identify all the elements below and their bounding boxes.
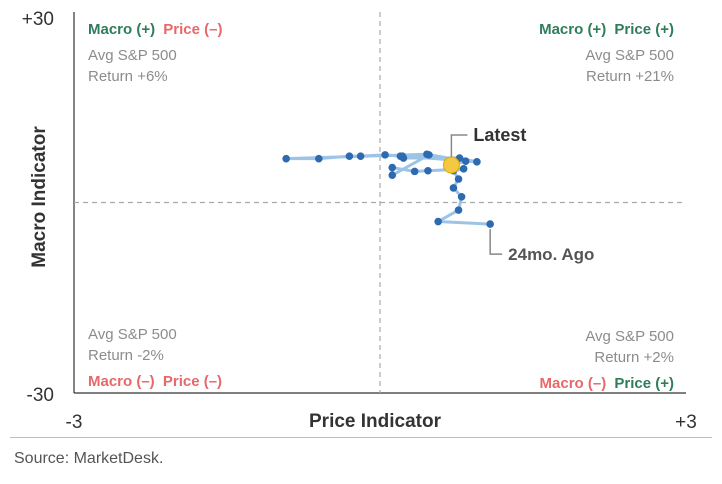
quadrant-tr-line2: Return +21% — [586, 68, 674, 85]
annotation-layer: Latest 24mo. Ago — [450, 125, 594, 264]
data-point — [381, 151, 389, 159]
y-tick-top: +30 — [22, 9, 54, 30]
quadrant-tl-header: Macro (+) Price (–) — [88, 21, 222, 38]
data-point — [356, 152, 365, 160]
y-axis-title: Macro Indicator — [29, 126, 50, 268]
x-axis-title: Price Indicator — [309, 411, 442, 432]
source-note: Source: MarketDesk. — [14, 450, 164, 467]
quadrant-tr-macro: Macro (+) — [539, 21, 606, 38]
quadrant-tl-macro: Macro (+) — [88, 21, 155, 38]
quadrant-br-header: Macro (–) Price (+) — [540, 375, 674, 392]
data-point — [410, 167, 419, 176]
data-point — [423, 150, 431, 159]
quadrant-br-line1: Avg S&P 500 — [585, 328, 674, 345]
data-point — [473, 158, 481, 166]
quadrant-bl-line1: Avg S&P 500 — [88, 326, 177, 343]
data-point — [457, 192, 466, 201]
data-point — [424, 166, 432, 175]
data-point — [388, 163, 397, 172]
data-point — [454, 175, 463, 183]
data-point — [396, 152, 405, 160]
series-layer — [282, 150, 494, 228]
y-tick-bottom: -30 — [27, 385, 54, 406]
latest-label: Latest — [473, 125, 526, 145]
quadrant-tl-line2: Return +6% — [88, 68, 168, 85]
quadrant-tr-line1: Avg S&P 500 — [585, 47, 674, 64]
data-point — [345, 152, 354, 160]
data-point — [434, 217, 442, 226]
data-point — [461, 157, 470, 166]
data-point — [486, 220, 494, 228]
quadrant-tr-header: Macro (+) Price (+) — [539, 21, 674, 38]
quadrant-br-line2: Return +2% — [594, 349, 674, 366]
quadrant-tl-line1: Avg S&P 500 — [88, 47, 177, 64]
latest-leader-line — [450, 134, 468, 158]
ago-leader-line — [489, 229, 503, 255]
x-tick-left: -3 — [66, 412, 83, 433]
data-point — [315, 154, 323, 163]
latest-point-marker — [442, 156, 460, 174]
quadrant-br-price: Price (+) — [614, 375, 674, 392]
quadrant-bl-header: Macro (–) Price (–) — [88, 373, 222, 390]
footer-divider — [10, 437, 712, 438]
quadrant-chart: +30 -30 -3 +3 Price Indicator Macro Indi… — [22, 9, 697, 433]
quadrant-tr-price: Price (+) — [614, 21, 674, 38]
data-point — [449, 184, 458, 192]
x-tick-right: +3 — [675, 412, 697, 433]
quadrant-tl-price: Price (–) — [163, 21, 222, 38]
data-point — [282, 154, 290, 163]
ago-label: 24mo. Ago — [508, 245, 594, 264]
quadrant-bl-line2: Return -2% — [88, 347, 164, 364]
data-point — [459, 165, 468, 173]
data-point — [454, 206, 463, 214]
data-point — [388, 171, 397, 179]
quadrant-bl-price: Price (–) — [163, 373, 222, 390]
quadrant-br-macro: Macro (–) — [540, 375, 607, 392]
quadrant-bl-macro: Macro (–) — [88, 373, 155, 390]
